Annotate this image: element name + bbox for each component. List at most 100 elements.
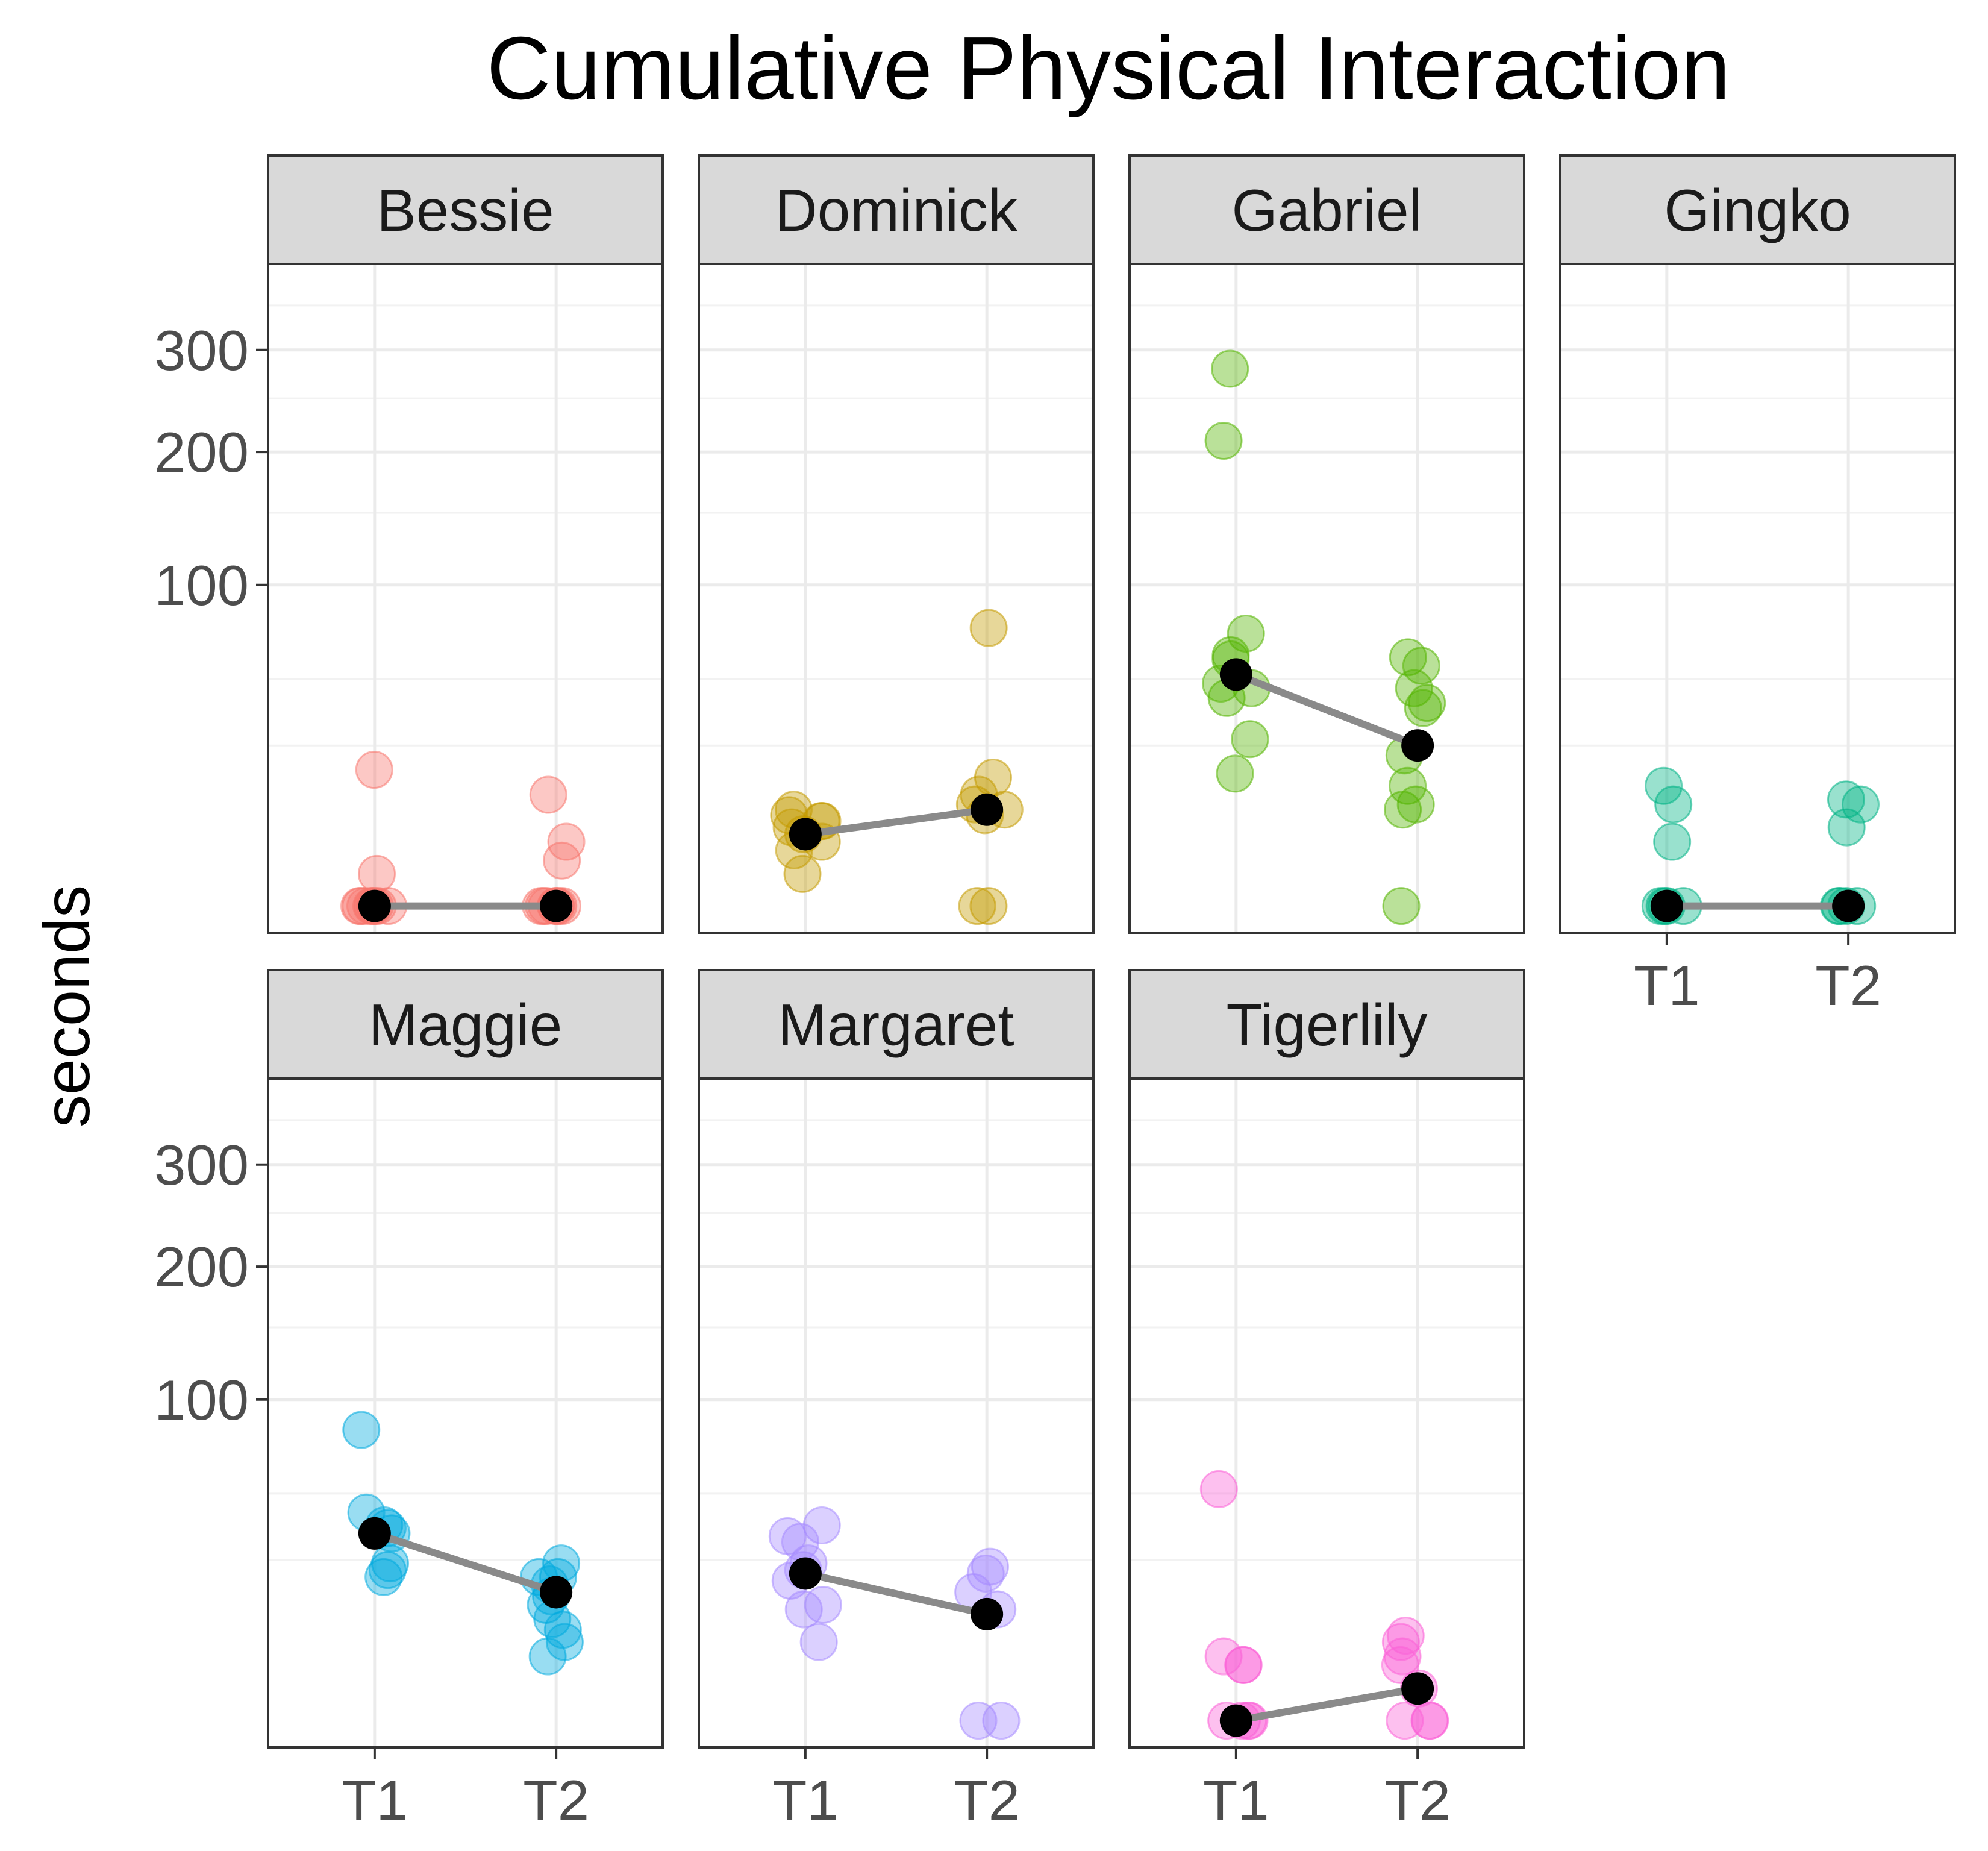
data-point bbox=[368, 1551, 407, 1589]
data-point bbox=[529, 775, 567, 814]
panel-border bbox=[698, 263, 1095, 934]
facet-strip-label: Maggie bbox=[369, 992, 562, 1058]
panel-background bbox=[1130, 264, 1524, 933]
data-point bbox=[355, 751, 393, 789]
data-point bbox=[342, 1411, 381, 1449]
data-point bbox=[958, 887, 996, 926]
data-point bbox=[357, 854, 396, 893]
chart-title: Cumulative Physical Interaction bbox=[487, 19, 1731, 118]
facet-panels: Bessie 100 200 300 Dominick Gabriel Gingko T1 T2… bbox=[154, 154, 1956, 1832]
data-point bbox=[1395, 669, 1433, 707]
facet-strip-label: Margaret bbox=[778, 992, 1014, 1058]
data-point bbox=[982, 1702, 1021, 1740]
panel-gabriel: Gabriel bbox=[1128, 154, 1525, 934]
data-point bbox=[1216, 754, 1254, 793]
mean-line bbox=[1235, 1685, 1419, 1724]
y-tick-label: 100 bbox=[154, 554, 249, 617]
data-point bbox=[1654, 785, 1693, 824]
data-point bbox=[528, 1637, 567, 1676]
data-point bbox=[1827, 780, 1865, 819]
y-tick-label: 300 bbox=[154, 319, 249, 382]
mean-point bbox=[1219, 658, 1252, 691]
panel-gingko: Gingko T1 T2 bbox=[1559, 154, 1956, 1017]
y-tick-label: 200 bbox=[154, 421, 249, 484]
mean-line bbox=[804, 1570, 988, 1618]
panel-background bbox=[699, 1079, 1093, 1747]
data-point bbox=[1384, 791, 1422, 829]
data-point bbox=[1404, 689, 1442, 727]
mean-point bbox=[971, 793, 1004, 826]
y-tick-label: 200 bbox=[154, 1235, 249, 1298]
facet-strip-label: Bessie bbox=[377, 177, 554, 243]
data-point bbox=[1827, 808, 1866, 847]
y-tick-label: 100 bbox=[154, 1368, 249, 1432]
data-point bbox=[969, 609, 1008, 647]
mean-line bbox=[805, 806, 987, 838]
mean-point bbox=[1219, 1704, 1252, 1737]
data-point bbox=[1224, 1646, 1263, 1684]
mean-point bbox=[971, 1597, 1004, 1630]
data-point bbox=[969, 887, 1008, 926]
x-tick-label: T2 bbox=[523, 1768, 589, 1832]
data-point bbox=[1386, 1702, 1424, 1740]
panel-border bbox=[1559, 263, 1956, 934]
data-point bbox=[1204, 1637, 1243, 1676]
data-point bbox=[959, 1702, 998, 1740]
data-point bbox=[802, 1506, 841, 1545]
panel-border bbox=[698, 1077, 1095, 1749]
x-tick-label: T2 bbox=[954, 1768, 1020, 1832]
data-point bbox=[784, 1590, 823, 1629]
facet-strip-label: Gingko bbox=[1664, 177, 1851, 243]
data-point bbox=[547, 822, 586, 861]
mean-line bbox=[374, 1530, 557, 1596]
x-tick-label: T1 bbox=[342, 1768, 408, 1832]
data-point bbox=[1231, 720, 1269, 759]
data-point bbox=[804, 1585, 842, 1624]
panel-background bbox=[699, 264, 1093, 933]
data-point bbox=[543, 841, 581, 880]
data-point bbox=[1841, 785, 1880, 824]
panel-bessie: Bessie 100 200 300 bbox=[154, 154, 664, 934]
facet-strip-label: Gabriel bbox=[1232, 177, 1422, 243]
mean-point bbox=[1401, 1672, 1434, 1705]
panel-border bbox=[267, 263, 664, 934]
data-point bbox=[1653, 822, 1692, 861]
data-point bbox=[1199, 1470, 1238, 1508]
panel-background bbox=[268, 264, 663, 933]
data-point bbox=[783, 854, 822, 893]
data-point bbox=[1408, 684, 1446, 722]
data-point bbox=[1402, 647, 1440, 685]
panel-tigerlily: Tigerlily T1 T2 bbox=[1128, 969, 1525, 1832]
x-tick-label: T1 bbox=[772, 1768, 839, 1832]
mean-point bbox=[540, 1576, 573, 1609]
y-axis-label: seconds bbox=[30, 885, 103, 1127]
facet-strip bbox=[698, 969, 1095, 1080]
facet-strip-label: Tigerlily bbox=[1227, 992, 1428, 1058]
facet-strip bbox=[267, 154, 664, 265]
mean-point bbox=[540, 889, 573, 922]
facet-strip bbox=[698, 154, 1095, 265]
mean-line bbox=[1234, 671, 1419, 749]
panel-background bbox=[1560, 264, 1955, 933]
panel-maggie: Maggie 100 200 300 T1 T2 bbox=[154, 969, 664, 1832]
data-point bbox=[1389, 766, 1427, 805]
x-tick-label: T1 bbox=[1203, 1768, 1269, 1832]
data-point bbox=[1211, 349, 1249, 388]
data-point bbox=[1382, 887, 1421, 926]
panel-border bbox=[1128, 1077, 1525, 1749]
mean-point bbox=[789, 818, 822, 851]
mean-point bbox=[358, 889, 391, 922]
mean-point bbox=[1832, 889, 1865, 922]
panel-background bbox=[268, 1079, 663, 1747]
facet-strip bbox=[1128, 969, 1525, 1080]
x-tick-label: T2 bbox=[1384, 1768, 1451, 1832]
panel-background bbox=[1130, 1079, 1524, 1747]
y-tick-label: 300 bbox=[154, 1133, 249, 1197]
data-point bbox=[1645, 766, 1683, 805]
data-point bbox=[1204, 421, 1243, 460]
panel-margaret: Margaret T1 T2 bbox=[698, 969, 1095, 1832]
panel-dominick: Dominick bbox=[698, 154, 1095, 934]
data-point bbox=[364, 1558, 403, 1596]
data-point bbox=[1386, 1617, 1425, 1655]
